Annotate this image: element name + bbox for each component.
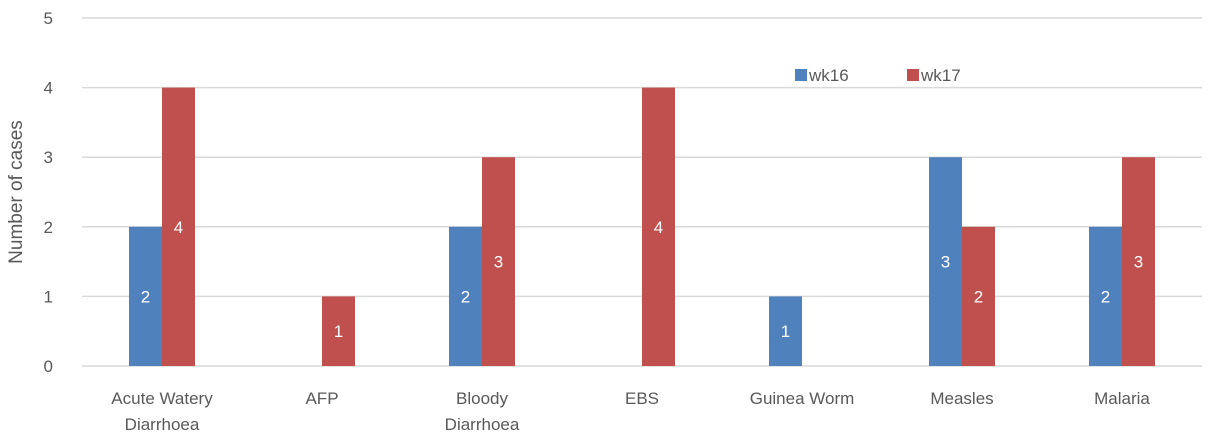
x-category-label: Diarrhoea <box>125 415 200 434</box>
y-tick-label: 4 <box>44 79 53 98</box>
data-label: 1 <box>781 322 790 341</box>
legend-label-wk17: wk17 <box>920 66 961 85</box>
bar-wk17 <box>322 296 355 366</box>
bar-wk16 <box>1089 226 1122 366</box>
x-category-label: EBS <box>625 389 659 408</box>
x-category-label: Measles <box>930 389 993 408</box>
bar-wk16 <box>929 157 962 366</box>
legend-swatch-wk16 <box>795 69 807 81</box>
data-label: 2 <box>1101 287 1110 306</box>
x-axis-categories: Acute Watery Diarrhoea AFP Bloody Diarrhoea E… <box>111 389 1150 434</box>
legend: wk16 wk17 <box>795 66 961 85</box>
bar-wk16 <box>449 226 482 366</box>
x-category-label: AFP <box>305 389 338 408</box>
legend-swatch-wk17 <box>907 69 919 81</box>
data-label: 3 <box>1134 253 1143 272</box>
data-label: 3 <box>941 253 950 272</box>
bar-wk17 <box>482 157 515 366</box>
bars <box>129 87 1155 366</box>
bar-wk17 <box>962 226 995 366</box>
bar-wk17 <box>162 87 195 366</box>
y-axis-label: Number of cases <box>6 120 27 264</box>
y-tick-label: 2 <box>44 218 53 237</box>
y-tick-label: 5 <box>44 9 53 28</box>
x-category-label: Bloody <box>456 389 508 408</box>
x-category-label: Diarrhoea <box>445 415 520 434</box>
y-tick-label: 0 <box>44 357 53 376</box>
legend-label-wk16: wk16 <box>808 66 849 85</box>
data-label: 2 <box>974 287 983 306</box>
bar-wk16 <box>769 296 802 366</box>
y-tick-label: 1 <box>44 287 53 306</box>
data-label: 1 <box>334 322 343 341</box>
y-tick-label: 3 <box>44 148 53 167</box>
data-labels: 2 4 1 2 3 4 1 3 2 2 3 <box>141 218 1143 341</box>
bar-wk17 <box>1122 157 1155 366</box>
data-label: 4 <box>654 218 663 237</box>
data-label: 4 <box>174 218 183 237</box>
x-category-label: Acute Watery <box>111 389 213 408</box>
data-label: 2 <box>141 287 150 306</box>
y-axis-ticks: 0 1 2 3 4 5 <box>44 9 53 376</box>
data-label: 2 <box>461 287 470 306</box>
data-label: 3 <box>494 253 503 272</box>
bar-wk17 <box>642 87 675 366</box>
x-category-label: Guinea Worm <box>750 389 855 408</box>
bar-wk16 <box>129 226 162 366</box>
x-category-label: Malaria <box>1094 389 1150 408</box>
